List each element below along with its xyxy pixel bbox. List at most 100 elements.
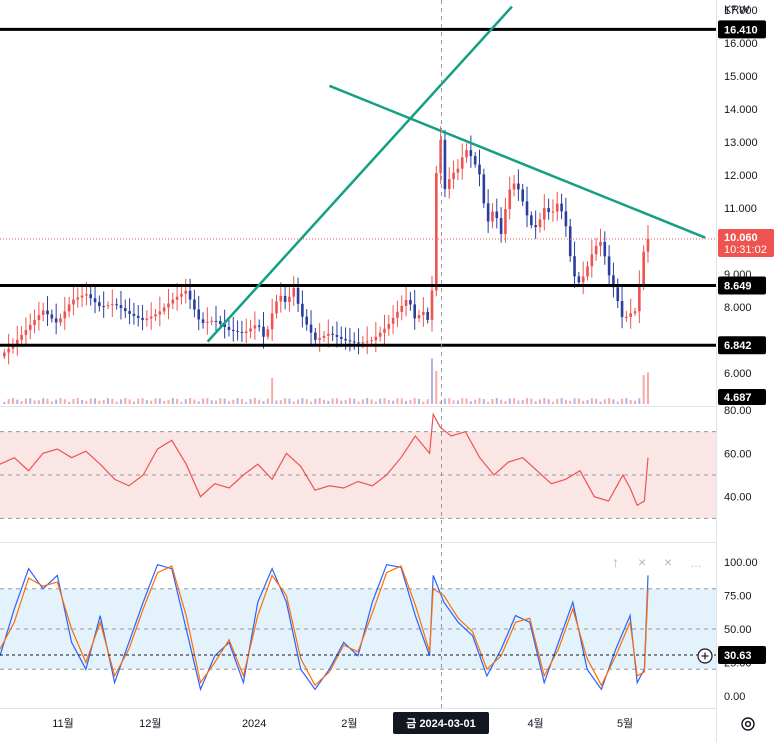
volume-bar xyxy=(292,401,295,404)
stoch-tick-label: 100.00 xyxy=(724,557,758,569)
time-tick-label: 4월 xyxy=(527,717,543,730)
volume-bar xyxy=(616,401,619,404)
volume-bar xyxy=(331,398,334,404)
volume-bar xyxy=(223,398,226,404)
candle-body xyxy=(452,172,455,180)
trendline[interactable] xyxy=(328,84,706,239)
volume-bar xyxy=(232,399,235,404)
candle-body xyxy=(633,311,637,314)
last-price-badge xyxy=(718,228,774,257)
stoch-tick-label: 75.00 xyxy=(724,591,752,603)
volume-bar xyxy=(513,398,516,404)
volume-bar xyxy=(111,398,114,404)
candle-body xyxy=(98,302,101,307)
candle-body xyxy=(594,245,598,255)
time-tick-label: 2024 xyxy=(242,718,266,730)
candle-body xyxy=(422,311,425,315)
candle-body xyxy=(374,336,378,341)
volume-bar xyxy=(11,398,14,404)
candle-body xyxy=(270,313,274,330)
price-pane[interactable] xyxy=(0,5,716,404)
candle-body xyxy=(339,336,343,339)
more-icon[interactable]: … xyxy=(690,556,702,570)
volume-bar xyxy=(383,398,386,404)
volume-bar xyxy=(504,401,507,404)
candle-body xyxy=(257,325,261,327)
candle-body xyxy=(586,266,589,277)
countdown-label: 10:31:02 xyxy=(724,244,767,256)
level-price-label: 8.649 xyxy=(724,281,752,293)
candle-body xyxy=(620,301,624,318)
volume-bar xyxy=(456,400,459,404)
close-icon[interactable]: × xyxy=(664,554,672,570)
time-tick-label: 2월 xyxy=(341,717,357,730)
volume-bar xyxy=(214,400,217,404)
candle-body xyxy=(149,316,153,319)
volume-bar xyxy=(547,399,550,404)
rsi-tick-label: 40.00 xyxy=(724,492,752,504)
volume-bar xyxy=(577,398,580,404)
volume-bar xyxy=(271,378,274,404)
stochastic-pane[interactable] xyxy=(0,563,716,692)
volume-bar xyxy=(33,400,36,404)
candle-body xyxy=(85,294,88,296)
candle-body xyxy=(37,314,41,320)
price-tick-label: 15.000 xyxy=(724,71,758,83)
candle-body xyxy=(3,352,6,357)
candle-body xyxy=(465,150,468,158)
rsi-pane[interactable] xyxy=(0,412,716,519)
move-up-icon[interactable]: ↑ xyxy=(612,554,619,570)
price-tick-label: 16.000 xyxy=(724,38,758,50)
price-tick-label: 6.000 xyxy=(724,368,752,380)
candle-body xyxy=(115,304,118,306)
candle-body xyxy=(80,295,84,298)
candle-body xyxy=(581,276,585,283)
candle-body xyxy=(430,290,434,320)
volume-bar xyxy=(327,400,330,404)
volume-bar xyxy=(478,398,481,404)
candle-body xyxy=(292,287,296,297)
stoch-value-badge xyxy=(718,645,766,664)
candle-body xyxy=(175,296,179,300)
price-tick-label: 8.000 xyxy=(724,302,752,314)
trendline[interactable] xyxy=(206,5,513,343)
candle-body xyxy=(439,139,442,174)
volume-bar xyxy=(482,399,485,404)
candle-body xyxy=(543,208,546,220)
candle-body xyxy=(335,334,339,337)
candle-body xyxy=(577,276,581,283)
candle-body xyxy=(275,301,278,314)
candle-body xyxy=(352,341,356,343)
volume-bar xyxy=(422,401,425,404)
volume-bar xyxy=(46,398,49,404)
volume-bar xyxy=(124,398,127,404)
volume-bar xyxy=(297,399,300,404)
candle-body xyxy=(612,275,615,288)
collapse-icon[interactable]: × xyxy=(638,554,646,570)
candle-body xyxy=(223,323,226,327)
candle-body xyxy=(123,308,127,312)
volume-bar xyxy=(646,372,649,404)
candle-body xyxy=(361,342,365,344)
volume-bar xyxy=(318,398,321,404)
add-button[interactable] xyxy=(697,648,713,664)
candle-body xyxy=(201,319,205,323)
volume-bar xyxy=(582,400,585,404)
candle-body xyxy=(236,331,239,333)
candle-body xyxy=(560,203,563,212)
settings-gear-icon[interactable] xyxy=(741,717,755,731)
candle-body xyxy=(249,328,252,332)
candle-body xyxy=(180,293,183,297)
candle-body xyxy=(15,339,19,345)
volume-bar xyxy=(202,398,205,404)
volume-bar xyxy=(20,401,23,404)
candle-body xyxy=(214,320,218,322)
candle-body xyxy=(20,334,23,340)
candle-body xyxy=(106,305,110,307)
volume-bar xyxy=(621,398,624,404)
candle-body xyxy=(305,316,309,325)
candle-body xyxy=(348,340,352,342)
level-price-label: 6.842 xyxy=(724,340,752,352)
